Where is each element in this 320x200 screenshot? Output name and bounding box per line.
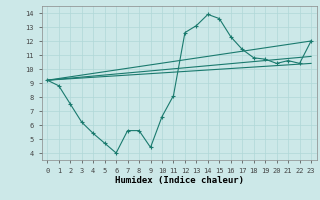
X-axis label: Humidex (Indice chaleur): Humidex (Indice chaleur) xyxy=(115,176,244,185)
